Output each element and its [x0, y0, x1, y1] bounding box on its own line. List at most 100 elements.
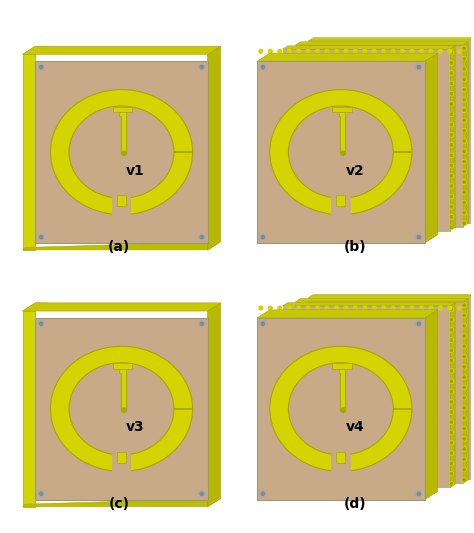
Circle shape — [463, 335, 465, 337]
Circle shape — [38, 234, 45, 240]
Circle shape — [316, 306, 319, 310]
Circle shape — [463, 201, 465, 204]
Circle shape — [449, 195, 454, 198]
Circle shape — [462, 77, 466, 82]
Text: v3: v3 — [126, 421, 145, 434]
Polygon shape — [51, 90, 192, 215]
Polygon shape — [36, 61, 208, 243]
Polygon shape — [283, 303, 456, 306]
Circle shape — [363, 50, 366, 53]
Circle shape — [450, 205, 453, 208]
Polygon shape — [119, 112, 126, 116]
Polygon shape — [23, 46, 220, 54]
Circle shape — [462, 128, 466, 133]
Circle shape — [463, 88, 465, 91]
Polygon shape — [257, 61, 425, 243]
Polygon shape — [117, 452, 126, 463]
Circle shape — [450, 390, 453, 393]
Circle shape — [122, 408, 126, 412]
Circle shape — [463, 212, 465, 214]
Circle shape — [449, 123, 454, 126]
Circle shape — [450, 328, 453, 331]
Polygon shape — [295, 45, 463, 227]
Circle shape — [416, 64, 422, 70]
Circle shape — [450, 72, 453, 75]
Circle shape — [450, 51, 453, 54]
Circle shape — [449, 472, 454, 476]
Polygon shape — [112, 197, 131, 212]
Circle shape — [450, 164, 453, 167]
Circle shape — [416, 320, 422, 327]
Circle shape — [463, 325, 465, 327]
Circle shape — [199, 490, 205, 497]
Circle shape — [463, 68, 465, 70]
Circle shape — [419, 306, 423, 310]
Circle shape — [462, 344, 466, 349]
Circle shape — [462, 354, 466, 359]
Circle shape — [287, 306, 291, 310]
Circle shape — [449, 184, 454, 188]
Circle shape — [463, 366, 465, 368]
Circle shape — [38, 64, 45, 70]
Circle shape — [38, 320, 45, 327]
Circle shape — [261, 236, 264, 239]
Circle shape — [261, 322, 264, 326]
Circle shape — [450, 452, 453, 454]
Circle shape — [449, 92, 454, 96]
Circle shape — [462, 67, 466, 71]
Circle shape — [39, 236, 43, 239]
Circle shape — [449, 164, 454, 168]
Circle shape — [38, 490, 45, 497]
Polygon shape — [112, 197, 131, 216]
Circle shape — [462, 98, 466, 102]
Circle shape — [416, 490, 422, 497]
Polygon shape — [51, 346, 192, 471]
Circle shape — [450, 431, 453, 434]
Text: (b): (b) — [344, 240, 366, 254]
Circle shape — [463, 222, 465, 224]
Circle shape — [457, 306, 461, 310]
Circle shape — [462, 447, 466, 451]
Circle shape — [463, 119, 465, 122]
Circle shape — [463, 314, 465, 317]
Polygon shape — [257, 318, 425, 499]
Circle shape — [463, 397, 465, 399]
Circle shape — [449, 482, 454, 486]
Circle shape — [450, 144, 453, 146]
Circle shape — [325, 306, 329, 310]
Circle shape — [450, 483, 453, 485]
Circle shape — [463, 99, 465, 101]
Circle shape — [401, 50, 404, 53]
Circle shape — [199, 64, 205, 70]
Circle shape — [449, 143, 454, 147]
Circle shape — [419, 50, 423, 53]
Text: v4: v4 — [346, 421, 364, 434]
Circle shape — [450, 421, 453, 424]
Circle shape — [260, 234, 266, 240]
Circle shape — [463, 191, 465, 193]
Polygon shape — [270, 346, 412, 471]
Circle shape — [462, 221, 466, 225]
Circle shape — [260, 64, 266, 70]
Polygon shape — [450, 303, 456, 487]
Circle shape — [462, 385, 466, 390]
Circle shape — [199, 320, 205, 327]
Polygon shape — [36, 318, 208, 499]
Circle shape — [449, 420, 454, 424]
Circle shape — [122, 151, 126, 156]
Circle shape — [462, 313, 466, 318]
Circle shape — [462, 365, 466, 369]
Circle shape — [463, 417, 465, 419]
Circle shape — [278, 306, 282, 310]
Circle shape — [463, 479, 465, 481]
Circle shape — [449, 133, 454, 137]
Circle shape — [416, 234, 422, 240]
Polygon shape — [308, 297, 474, 479]
Circle shape — [462, 149, 466, 154]
Circle shape — [462, 426, 466, 431]
Circle shape — [462, 303, 466, 308]
Circle shape — [450, 216, 453, 218]
Circle shape — [417, 322, 420, 326]
Circle shape — [287, 50, 291, 53]
Circle shape — [449, 410, 454, 414]
